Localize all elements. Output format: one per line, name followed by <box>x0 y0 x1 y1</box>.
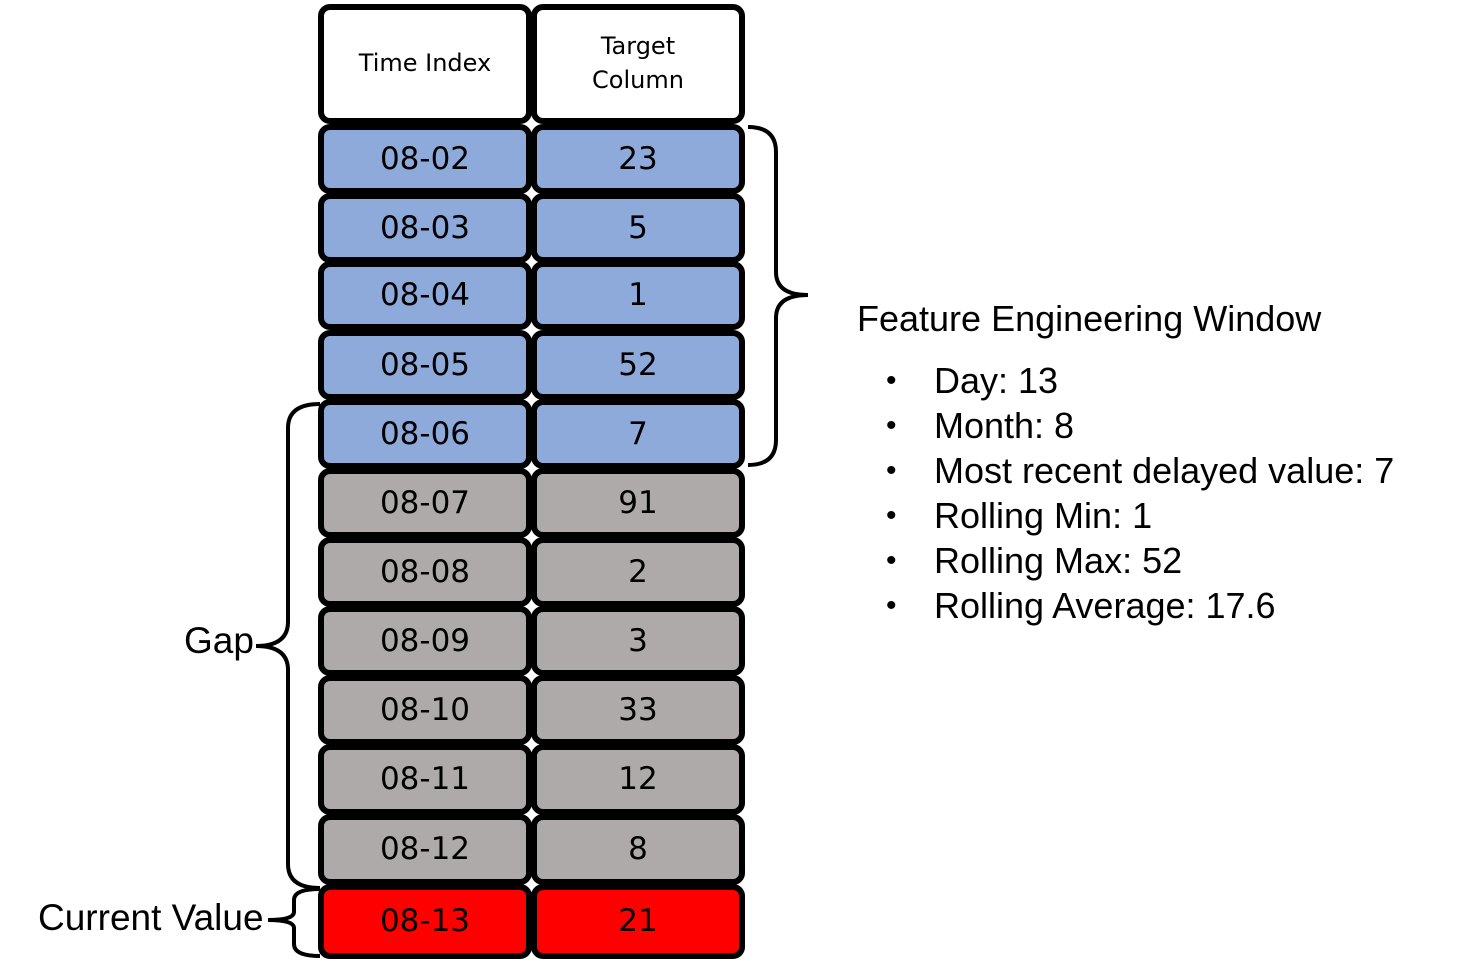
feature-item: • Rolling Max: 52 <box>884 538 1394 583</box>
header-target-column: Target Column <box>531 4 745 124</box>
feature-item-text: Rolling Average: 17.6 <box>934 585 1276 626</box>
time-index-cell: 08-05 <box>318 330 532 400</box>
time-index-cell: 08-07 <box>318 468 532 538</box>
target-value-cell: 7 <box>531 399 745 469</box>
time-index-cell: 08-10 <box>318 675 532 745</box>
feature-item: • Rolling Min: 1 <box>884 493 1394 538</box>
target-value-cell: 21 <box>531 884 745 959</box>
target-value-cell: 1 <box>531 261 745 330</box>
time-index-cell: 08-11 <box>318 744 532 815</box>
feature-window-title: Feature Engineering Window <box>857 298 1322 339</box>
bullet-icon: • <box>886 409 897 442</box>
feature-item-text: Most recent delayed value: 7 <box>934 450 1395 491</box>
feature-item-text: Day: 13 <box>934 360 1059 401</box>
target-value-cell: 91 <box>531 468 745 538</box>
target-value-cell: 23 <box>531 124 745 194</box>
time-index-cell: 08-03 <box>318 193 532 263</box>
target-value-cell: 2 <box>531 537 745 607</box>
time-index-cell: 08-06 <box>318 399 532 469</box>
time-index-cell: 08-08 <box>318 537 532 607</box>
feature-item-text: Rolling Min: 1 <box>934 495 1153 536</box>
bullet-icon: • <box>886 454 897 487</box>
bullet-icon: • <box>886 364 897 397</box>
feature-item: • Month: 8 <box>884 403 1394 448</box>
target-value-cell: 8 <box>531 814 745 885</box>
target-value-cell: 33 <box>531 675 745 745</box>
target-value-cell: 5 <box>531 193 745 263</box>
time-index-cell: 08-09 <box>318 606 532 676</box>
feature-item-text: Month: 8 <box>934 405 1075 446</box>
bullet-icon: • <box>886 499 897 532</box>
gap-label: Gap <box>184 620 254 661</box>
bullet-icon: • <box>886 589 897 622</box>
target-value-cell: 12 <box>531 744 745 815</box>
header-time-index: Time Index <box>318 4 532 124</box>
feature-item: • Most recent delayed value: 7 <box>884 448 1394 493</box>
feature-item: • Rolling Average: 17.6 <box>884 583 1394 628</box>
feature-list: • Day: 13 • Month: 8 • Most recent delayed va… <box>884 358 1394 628</box>
feature-item-text: Rolling Max: 52 <box>934 540 1183 581</box>
target-value-cell: 3 <box>531 606 745 676</box>
time-index-cell: 08-12 <box>318 814 532 885</box>
time-index-cell: 08-02 <box>318 124 532 194</box>
time-index-cell: 08-04 <box>318 261 532 330</box>
current-value-label: Current Value <box>38 897 264 938</box>
time-index-cell: 08-13 <box>318 884 532 959</box>
feature-item: • Day: 13 <box>884 358 1394 403</box>
current-value-brace <box>267 887 321 958</box>
gap-brace <box>255 402 321 890</box>
window-brace <box>747 125 809 467</box>
target-value-cell: 52 <box>531 330 745 400</box>
bullet-icon: • <box>886 544 897 577</box>
